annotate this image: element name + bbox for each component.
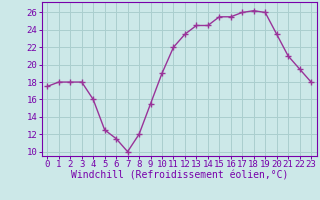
- X-axis label: Windchill (Refroidissement éolien,°C): Windchill (Refroidissement éolien,°C): [70, 171, 288, 181]
